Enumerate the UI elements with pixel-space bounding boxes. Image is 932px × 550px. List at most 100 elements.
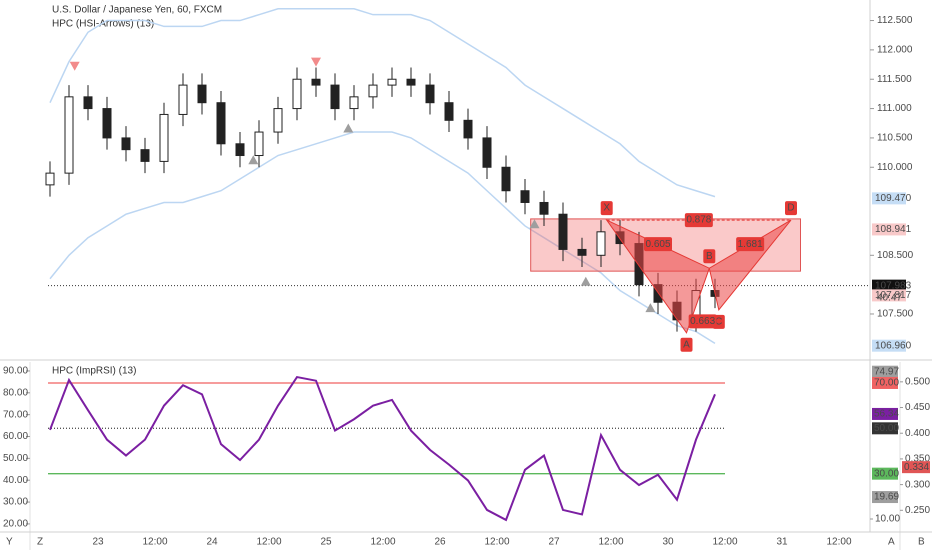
rsi-line (49, 375, 716, 522)
corner-label: B (918, 537, 925, 548)
ratio-badge (644, 237, 672, 252)
countdown: 40:47 (877, 292, 902, 303)
corner-label: Y (6, 537, 13, 548)
price-badge-label: 107.983 (875, 280, 912, 291)
point-badge (785, 201, 797, 216)
x-tick-label: 12:00 (826, 537, 851, 548)
chart-title: U.S. Dollar / Japanese Yen, 60, FXCM (52, 5, 222, 16)
y3-tick-label: 0.250 (905, 505, 930, 516)
ratio-badge (684, 213, 713, 228)
y2-tick-label: 60.00 (3, 431, 28, 442)
signal-arrow (529, 219, 540, 229)
ratio-label: 1.681 (738, 239, 763, 250)
candle-body (539, 201, 549, 215)
signal-arrow (248, 155, 259, 165)
point-badge (600, 201, 613, 216)
signal-arrow (645, 303, 656, 313)
value-badge-label: 70.00 (874, 378, 899, 389)
ratio-badge (736, 237, 765, 252)
point-badge (680, 337, 693, 352)
value-badge-label: 50.00 (874, 423, 899, 434)
price-badge-label: 109.470 (875, 193, 912, 204)
x-tick-label: 27 (548, 537, 560, 548)
x-tick-label: 24 (206, 537, 218, 548)
candle-body (45, 172, 55, 186)
candle-body (558, 213, 568, 250)
candle-body (596, 231, 606, 256)
candle-body (292, 78, 302, 110)
point-label: B (706, 251, 713, 262)
x-tick-label: 12:00 (712, 537, 737, 548)
candle-body (64, 96, 74, 174)
price-badge-label: 106.960 (875, 340, 912, 351)
value-badge (902, 461, 930, 474)
y-tick-label: 110.000 (877, 162, 913, 173)
price-badge (872, 289, 906, 302)
corner-label: Z (37, 537, 43, 548)
y2-tick-label: 90.00 (3, 366, 28, 377)
candle-body (273, 108, 283, 133)
price-badge (872, 279, 906, 292)
value-badge (872, 376, 898, 389)
signal-arrow (343, 123, 354, 133)
y3-tick-label: 0.300 (905, 479, 930, 490)
price-badge (872, 339, 906, 352)
y3-tick-label: 0.400 (905, 428, 930, 439)
candle-body (121, 137, 131, 151)
candle-body (444, 102, 454, 121)
candle-body (520, 190, 530, 203)
band-line (49, 8, 716, 198)
price-badge-label: 108.941 (875, 224, 912, 235)
candle-body (216, 102, 226, 145)
y2-tick-label: 40.00 (3, 475, 28, 486)
y2-tick-label: 80.00 (3, 387, 28, 398)
x-tick-label: 12:00 (484, 537, 509, 548)
candle-body (482, 137, 492, 168)
x-tick-label: 12:00 (598, 537, 623, 548)
y-tick-label: 110.500 (877, 133, 913, 144)
y2-tick-label: 20.00 (3, 519, 28, 530)
value-badge-label: 74.97 (874, 366, 899, 377)
ratio-label: 0.605 (645, 239, 670, 250)
ratio-label: 0.878 (686, 215, 711, 226)
signal-arrow (69, 61, 80, 71)
candle-body (311, 78, 321, 86)
candle-body (349, 96, 359, 110)
ratio-label: 0.663 (690, 316, 715, 327)
candle-body (140, 149, 150, 162)
candle-body (501, 166, 511, 192)
x-tick-label: 25 (320, 537, 332, 548)
candle-body (254, 131, 264, 157)
candle-body (102, 108, 112, 139)
candle-body (577, 248, 587, 256)
x-tick-label: 12:00 (256, 537, 281, 548)
value-badge-label: 0.334 (904, 462, 929, 473)
pane-title: HPC (ImpRSI) (13) (52, 366, 136, 377)
point-label: X (603, 203, 610, 214)
value-badge (872, 467, 898, 480)
price-badge (872, 192, 906, 205)
point-badge (703, 249, 716, 264)
y2-tick-label: 30.00 (3, 497, 28, 508)
x-tick-label: 12:00 (142, 537, 167, 548)
candle-body (463, 119, 473, 139)
value-badge (872, 491, 898, 504)
x-tick-label: 30 (662, 537, 674, 548)
x-tick-label: 26 (434, 537, 446, 548)
value-badge (872, 407, 898, 420)
y2-tick-label: 50.00 (3, 453, 28, 464)
y2-tick-label: 70.00 (3, 409, 28, 420)
y3-tick-label: 0.500 (905, 376, 930, 387)
price-badge (872, 223, 906, 236)
value-badge-label: 56.34 (874, 409, 899, 420)
y-tick-label: 10.00 (875, 514, 900, 525)
value-badge (872, 422, 898, 435)
ratio-badge (688, 314, 717, 329)
signal-arrow (311, 57, 321, 67)
signal-arrow (580, 276, 591, 286)
candle-body (387, 78, 397, 86)
value-badge-label: 30.00 (874, 468, 899, 479)
band-line (49, 131, 716, 344)
